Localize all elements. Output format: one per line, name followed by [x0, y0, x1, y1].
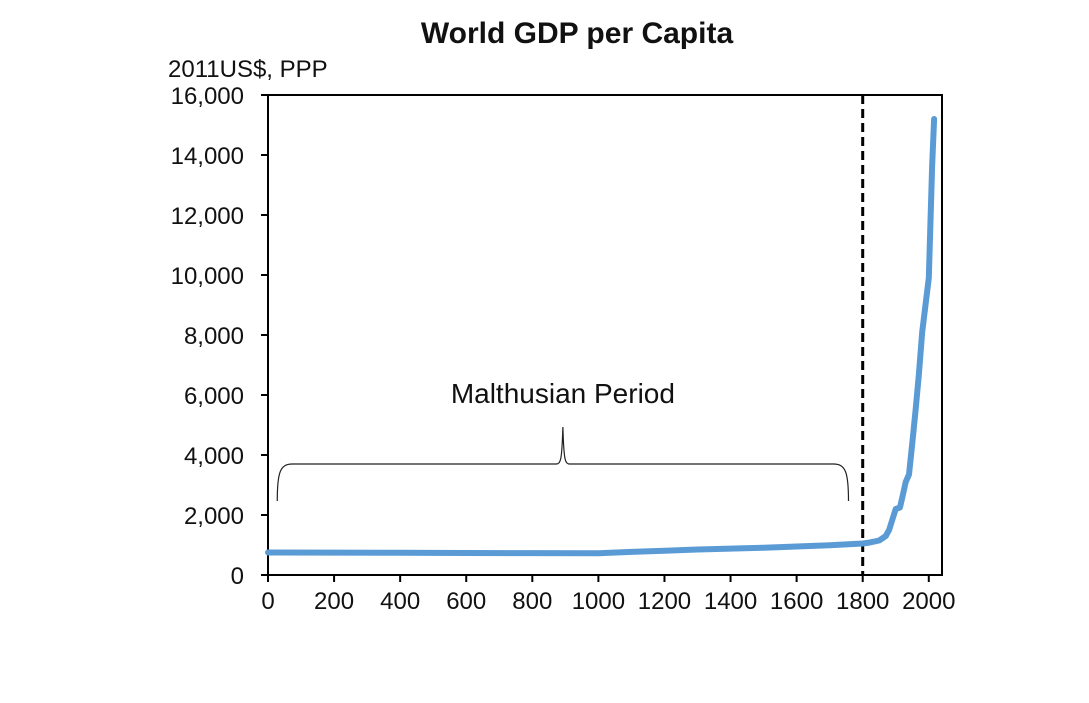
x-tick-label: 800 — [512, 588, 552, 615]
series-line-gdp-per-capita — [265, 116, 938, 557]
annotation-label: Malthusian Period — [451, 378, 675, 409]
x-tick-label: 1000 — [572, 588, 625, 615]
x-tick-label: 0 — [261, 588, 274, 615]
annotation-layer: Malthusian Period — [276, 378, 850, 502]
x-tick-label: 200 — [314, 588, 354, 615]
y-tick-label: 10,000 — [171, 263, 244, 290]
chart-title: World GDP per Capita — [421, 17, 734, 50]
y-tick-label: 4,000 — [184, 443, 244, 470]
y-tick-label: 16,000 — [171, 83, 244, 110]
y-tick-label: 0 — [231, 563, 244, 590]
y-tick-label: 8,000 — [184, 323, 244, 350]
y-axis-unit-label: 2011US$, PPP — [168, 56, 328, 83]
series-layer — [265, 116, 938, 557]
x-tick-label: 2000 — [902, 588, 955, 615]
axes-layer: 0 2,000 4,000 6,000 8,000 10,000 12,000 14,000 1… — [171, 83, 956, 615]
plot-area-frame — [267, 94, 943, 576]
y-tick-label: 6,000 — [184, 383, 244, 410]
y-tick-label: 2,000 — [184, 503, 244, 530]
x-tick-label: 1600 — [770, 588, 823, 615]
x-tick-label: 1800 — [836, 588, 889, 615]
x-tick-label: 1200 — [638, 588, 691, 615]
y-tick-label: 12,000 — [171, 203, 244, 230]
y-tick-label: 14,000 — [171, 143, 244, 170]
brace-annotation — [276, 426, 850, 502]
x-tick-label: 1400 — [704, 588, 757, 615]
x-tick-label: 600 — [446, 588, 486, 615]
x-tick-label: 400 — [380, 588, 420, 615]
